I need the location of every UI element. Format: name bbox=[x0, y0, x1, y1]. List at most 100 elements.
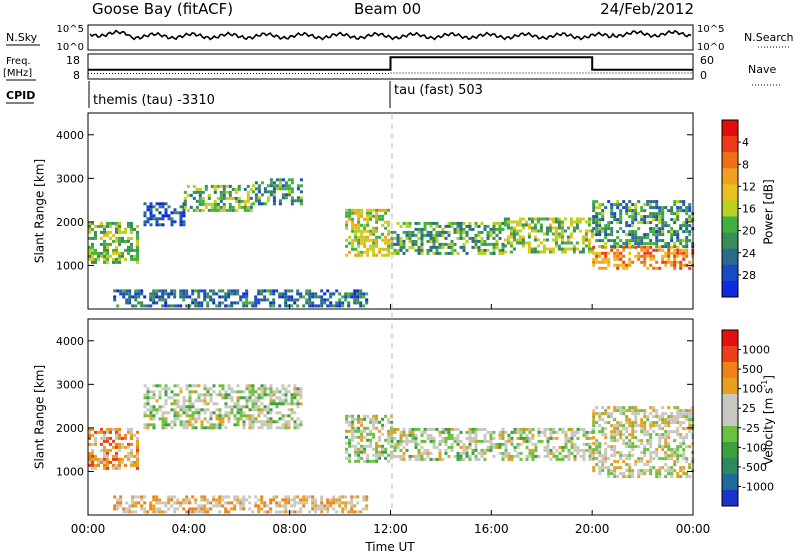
data-cell-6 bbox=[548, 229, 552, 233]
data-cell-6 bbox=[527, 223, 531, 227]
data-cell-4 bbox=[348, 208, 352, 212]
data-cell-4 bbox=[622, 409, 626, 413]
data-cell-3 bbox=[447, 436, 451, 440]
data-cell-2 bbox=[378, 420, 382, 424]
data-cell-1 bbox=[158, 211, 162, 215]
data-cell-2 bbox=[237, 202, 241, 206]
data-cell-4 bbox=[667, 436, 671, 440]
data-cell-6 bbox=[569, 220, 573, 224]
data-cell-4 bbox=[604, 460, 608, 464]
colorbar-tick-label: 24 bbox=[742, 247, 756, 260]
data-cell-3 bbox=[402, 451, 406, 455]
data-cell-1 bbox=[149, 408, 153, 412]
data-cell-3 bbox=[435, 457, 439, 461]
data-cell-9 bbox=[323, 292, 327, 296]
data-cell-9 bbox=[221, 295, 225, 299]
data-cell-3 bbox=[447, 445, 451, 449]
data-cell-9 bbox=[272, 301, 276, 305]
data-cell-9 bbox=[179, 289, 183, 293]
data-cell-4 bbox=[679, 445, 683, 449]
data-cell-5 bbox=[134, 504, 138, 508]
data-cell-4 bbox=[670, 418, 674, 422]
data-cell-6 bbox=[536, 229, 540, 233]
data-cell-0 bbox=[103, 457, 106, 461]
data-cell-5 bbox=[492, 236, 496, 240]
data-cell-6 bbox=[515, 223, 519, 227]
data-cell-4 bbox=[649, 460, 653, 464]
data-cell-4 bbox=[631, 433, 635, 437]
data-cell-2 bbox=[387, 417, 391, 421]
data-cell-3 bbox=[504, 442, 508, 446]
data-cell-1 bbox=[203, 393, 207, 397]
data-cell-5 bbox=[218, 510, 222, 514]
data-cell-9 bbox=[344, 298, 348, 302]
data-cell-1 bbox=[251, 393, 255, 397]
data-cell-1 bbox=[200, 399, 204, 403]
data-cell-6 bbox=[539, 241, 543, 245]
data-cell-9 bbox=[212, 292, 216, 296]
colorbar-swatch bbox=[722, 490, 738, 507]
data-cell-3 bbox=[432, 436, 436, 440]
data-cell-3 bbox=[399, 433, 403, 437]
data-cell-7 bbox=[604, 257, 608, 261]
data-cell-0 bbox=[88, 451, 91, 455]
data-cell-9 bbox=[140, 292, 144, 296]
data-cell-3 bbox=[266, 199, 270, 203]
data-cell-1 bbox=[173, 393, 177, 397]
data-cell-8 bbox=[631, 215, 635, 219]
data-cell-4 bbox=[667, 472, 671, 476]
data-cell-5 bbox=[365, 504, 369, 508]
data-cell-5 bbox=[257, 504, 261, 508]
data-cell-4 bbox=[619, 451, 623, 455]
data-cell-0 bbox=[103, 257, 106, 261]
data-cell-6 bbox=[548, 250, 552, 254]
data-cell-4 bbox=[625, 463, 629, 467]
data-cell-4 bbox=[658, 424, 662, 428]
data-cell-2 bbox=[384, 450, 388, 454]
data-cell-1 bbox=[263, 390, 267, 394]
data-cell-2 bbox=[366, 438, 370, 442]
data-cell-3 bbox=[588, 442, 592, 446]
data-cell-5 bbox=[155, 510, 159, 514]
data-cell-1 bbox=[170, 390, 174, 394]
data-cell-1 bbox=[287, 420, 291, 424]
data-cell-5 bbox=[173, 495, 177, 499]
data-cell-6 bbox=[572, 229, 576, 233]
data-cell-8 bbox=[652, 200, 656, 204]
data-cell-5 bbox=[209, 507, 213, 511]
data-cell-0 bbox=[100, 251, 103, 255]
data-cell-5 bbox=[188, 498, 192, 502]
data-cell-9 bbox=[191, 301, 195, 305]
data-cell-6 bbox=[587, 229, 591, 233]
data-cell-9 bbox=[224, 304, 228, 308]
data-cell-4 bbox=[345, 220, 349, 224]
data-cell-5 bbox=[399, 236, 403, 240]
data-cell-1 bbox=[164, 202, 168, 206]
data-cell-3 bbox=[573, 430, 577, 434]
data-cell-4 bbox=[372, 214, 376, 218]
data-cell-5 bbox=[480, 230, 484, 234]
data-cell-5 bbox=[317, 504, 321, 508]
data-cell-3 bbox=[420, 451, 424, 455]
data-cell-2 bbox=[348, 420, 352, 424]
data-cell-4 bbox=[661, 406, 665, 410]
data-cell-3 bbox=[522, 439, 526, 443]
data-cell-5 bbox=[444, 230, 448, 234]
data-cell-1 bbox=[182, 208, 186, 212]
data-cell-5 bbox=[396, 251, 400, 255]
data-cell-6 bbox=[545, 229, 549, 233]
data-cell-4 bbox=[354, 238, 358, 242]
data-cell-6 bbox=[560, 232, 564, 236]
data-cell-8 bbox=[595, 239, 599, 243]
data-cell-2 bbox=[216, 205, 220, 209]
data-cell-7 bbox=[625, 263, 629, 267]
data-cell-6 bbox=[590, 247, 594, 251]
data-cell-5 bbox=[426, 221, 430, 225]
data-cell-7 bbox=[646, 251, 650, 255]
data-cell-2 bbox=[369, 444, 373, 448]
data-cell-2 bbox=[237, 205, 241, 209]
data-cell-3 bbox=[528, 430, 532, 434]
data-cell-4 bbox=[604, 412, 608, 416]
data-cell-3 bbox=[552, 451, 556, 455]
data-cell-4 bbox=[381, 214, 385, 218]
